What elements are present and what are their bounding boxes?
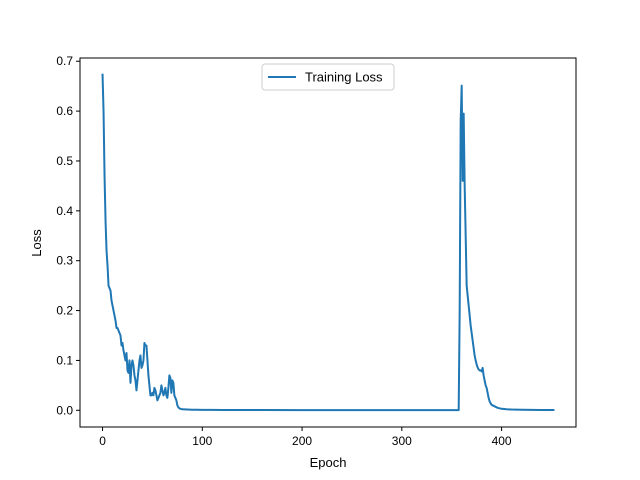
y-tick-label: 0.5 bbox=[56, 154, 73, 168]
y-axis-label: Loss bbox=[29, 229, 44, 257]
y-tick-label: 0.6 bbox=[56, 104, 73, 118]
x-tick-label: 200 bbox=[292, 434, 312, 448]
legend-label: Training Loss bbox=[305, 70, 383, 85]
plot-frame bbox=[79, 57, 577, 428]
y-tick-label: 0.4 bbox=[56, 204, 73, 218]
y-tick-label: 0.7 bbox=[56, 54, 73, 68]
x-tick-label: 100 bbox=[192, 434, 212, 448]
series-line-0 bbox=[101, 73, 555, 412]
legend-box bbox=[261, 63, 395, 91]
legend: Training Loss bbox=[261, 63, 395, 91]
x-axis-label: Epoch bbox=[310, 455, 347, 470]
plot-area bbox=[80, 58, 576, 427]
series-layer bbox=[101, 73, 555, 412]
x-tick-label: 300 bbox=[392, 434, 412, 448]
x-tick-label: 400 bbox=[492, 434, 512, 448]
y-tick-label: 0.0 bbox=[56, 403, 73, 417]
x-axis-ticks: 0 100 200 300 400 bbox=[99, 427, 512, 448]
y-axis-ticks: 0.0 0.1 0.2 0.3 0.4 0.5 0.6 0.7 bbox=[56, 54, 80, 417]
y-tick-label: 0.2 bbox=[56, 304, 73, 318]
y-tick-label: 0.3 bbox=[56, 254, 73, 268]
y-tick-label: 0.1 bbox=[56, 353, 73, 367]
x-tick-label: 0 bbox=[99, 434, 106, 448]
